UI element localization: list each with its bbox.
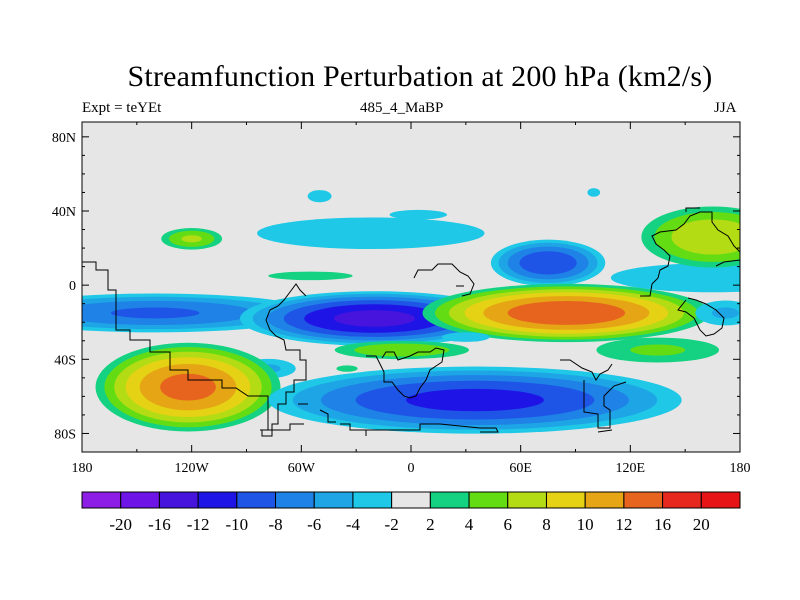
contour-band (354, 343, 450, 357)
anomaly-5 (268, 271, 353, 281)
anomaly-13 (596, 337, 720, 363)
colorbar-swatch (197, 491, 238, 509)
anomaly-12 (695, 300, 740, 326)
anomaly-17 (95, 342, 281, 432)
lat-tick-label: 40N (52, 205, 76, 220)
lon-tick-label: 60E (509, 461, 532, 476)
contour-band (336, 365, 358, 372)
colorbar-swatch (81, 491, 122, 509)
contour-band (333, 310, 415, 327)
contour-band (268, 271, 353, 281)
lon-tick-label: 0 (408, 461, 415, 476)
colorbar-swatch (545, 491, 586, 509)
colorbar-swatch (352, 491, 393, 509)
colorbar-swatch (507, 491, 547, 509)
season-label: JJA (714, 100, 737, 116)
anomaly-4 (307, 190, 332, 203)
coastline-africa (366, 347, 445, 399)
colorbar-swatch (662, 491, 702, 509)
colorbar-swatch (158, 491, 199, 509)
map-title: Streamfunction Perturbation at 200 hPa (… (127, 60, 713, 93)
anomaly-0 (610, 263, 740, 293)
colorbar-swatch (623, 491, 664, 509)
contour-band (110, 307, 200, 319)
lon-tick-label: 120W (175, 461, 210, 476)
anomaly-3 (389, 209, 448, 220)
anomaly-1 (161, 227, 223, 250)
contour-band (630, 344, 686, 356)
anomaly-18 (268, 366, 682, 434)
colorbar-swatch (275, 491, 315, 509)
contour-band (389, 209, 448, 220)
contour-band (441, 332, 490, 342)
anomaly-6 (490, 239, 606, 287)
contour-band (406, 388, 544, 412)
colorbar-swatch (391, 491, 431, 509)
contour-band (671, 219, 740, 255)
colorbar-label: -20 (109, 515, 132, 534)
contour-band (257, 217, 485, 250)
colorbar-label: -6 (307, 515, 321, 534)
lat-tick-label: 80N (52, 131, 76, 146)
anomaly-11 (422, 283, 711, 343)
colorbar-label: 20 (693, 515, 710, 534)
anomaly-8 (641, 206, 740, 268)
axes: 80N 40N 0 40S 80S 180 120W 60W 0 60E 120E 180 (52, 122, 751, 476)
colorbar-label: 2 (426, 515, 435, 534)
colorbar-swatch (468, 491, 509, 509)
coastline-australia (677, 297, 725, 337)
colorbar-label: 6 (504, 515, 513, 534)
run-label: 485_4_MaBP (360, 100, 444, 116)
colorbar-swatch (700, 491, 741, 509)
colorbar-label: 4 (465, 515, 474, 534)
colorbar: -20 -16 -12 -10 -8 -6 -4 -2 2 4 6 8 10 12 16 20 (81, 491, 741, 534)
contour-band (610, 263, 740, 293)
coastline-americas (82, 261, 307, 437)
lon-tick-label: 180 (730, 461, 751, 476)
coastline-east-asia (640, 207, 740, 297)
contour-band (507, 301, 626, 325)
colorbar-label: -16 (148, 515, 171, 534)
lat-tick-label: 40S (54, 353, 76, 368)
lat-tick-label: 0 (69, 279, 76, 294)
colorbar-label: -2 (385, 515, 399, 534)
lon-tick-label: 120E (616, 461, 646, 476)
coastlines (82, 207, 740, 437)
colorbar-label: -12 (187, 515, 210, 534)
anomaly-14 (334, 340, 470, 360)
colorbar-label: 12 (615, 515, 632, 534)
coastline-asia (413, 263, 627, 429)
anomaly-7 (587, 188, 601, 197)
colorbar-label: -4 (346, 515, 361, 534)
contour-band (519, 251, 577, 275)
anomaly-2 (257, 217, 485, 250)
colorbar-swatch (236, 491, 277, 509)
colorbar-label: -10 (225, 515, 248, 534)
contour-band (307, 190, 332, 203)
contour-band (587, 188, 601, 197)
lat-tick-label: 80S (54, 427, 76, 442)
anomaly-19 (336, 365, 358, 372)
contour-band (711, 307, 739, 319)
colorbar-swatch (313, 491, 354, 509)
colorbar-label: 10 (577, 515, 594, 534)
lon-tick-label: 60W (288, 461, 316, 476)
contour-band (181, 235, 202, 243)
colorbar-swatch (584, 491, 625, 509)
colorbar-label: 8 (542, 515, 551, 534)
coastline-antarctica (260, 403, 613, 436)
colorbar-swatch (429, 491, 470, 509)
colorbar-label: 16 (654, 515, 671, 534)
experiment-label: Expt = teYEt (82, 100, 162, 116)
contour-field (82, 188, 740, 434)
colorbar-swatch (120, 491, 160, 509)
anomaly-15 (441, 332, 490, 342)
lon-tick-label: 180 (72, 461, 93, 476)
colorbar-label: -8 (268, 515, 282, 534)
